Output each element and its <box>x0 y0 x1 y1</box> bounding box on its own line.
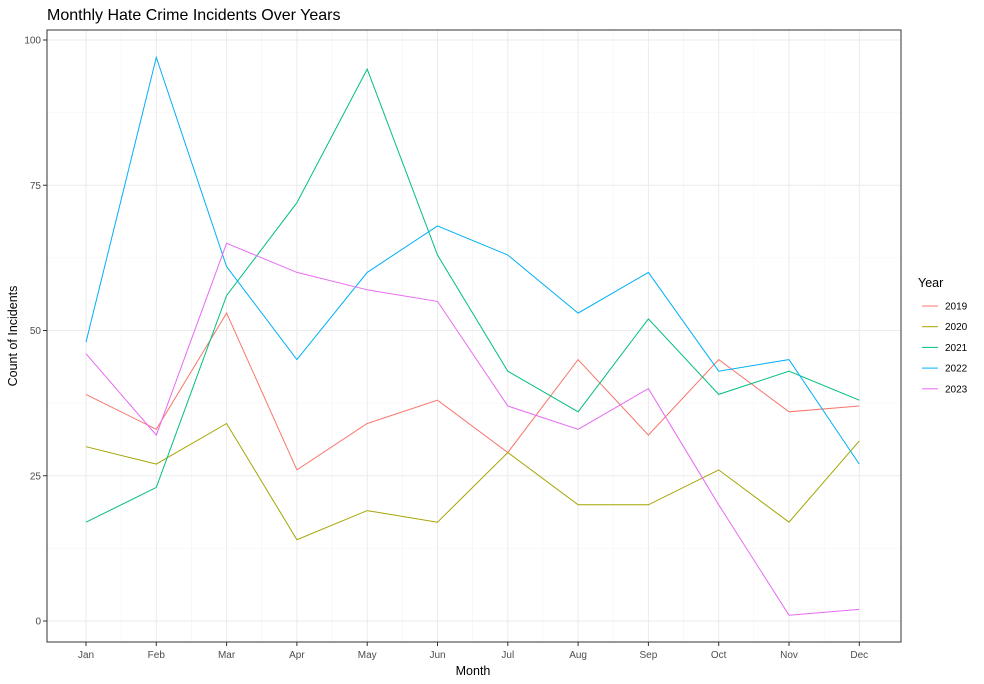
chart-title: Monthly Hate Crime Incidents Over Years <box>47 7 340 24</box>
plot-panel <box>46 29 902 643</box>
y-axis-title: Count of Incidents <box>6 286 20 387</box>
x-tick-label-mar: Mar <box>218 650 236 661</box>
x-tick-label-sep: Sep <box>640 650 658 661</box>
x-axis-title: Month <box>456 664 491 678</box>
y-tick-label-50: 50 <box>30 326 42 337</box>
legend-label-2020: 2020 <box>945 322 968 333</box>
x-tick-label-feb: Feb <box>148 650 166 661</box>
x-tick-label-jul: Jul <box>501 650 514 661</box>
y-tick-label-75: 75 <box>30 181 42 192</box>
legend-label-2022: 2022 <box>945 364 968 375</box>
legend-label-2023: 2023 <box>945 384 968 395</box>
y-tick-label-0: 0 <box>35 617 41 628</box>
series-line-2020 <box>85 422 860 541</box>
x-axis: Jan Feb Mar Apr May Jun Jul Aug Sep Oct Nov Dec <box>78 642 868 661</box>
x-tick-label-apr: Apr <box>289 650 305 661</box>
y-tick-label-25: 25 <box>30 471 42 482</box>
x-tick-label-nov: Nov <box>780 650 798 661</box>
legend-label-2019: 2019 <box>945 302 968 313</box>
series-line-2021 <box>85 67 860 523</box>
series-line-2022 <box>85 55 860 465</box>
grid <box>47 30 901 642</box>
x-tick-label-dec: Dec <box>850 650 868 661</box>
legend-title: Year <box>918 276 943 290</box>
x-tick-label-aug: Aug <box>569 650 587 661</box>
legend: Year 2019 2020 2021 2022 2023 <box>918 276 968 395</box>
x-tick-label-oct: Oct <box>711 650 727 661</box>
y-axis: 0 25 50 75 100 <box>24 36 47 628</box>
x-tick-label-jun: Jun <box>429 650 445 661</box>
series-line-2023 <box>85 242 860 616</box>
series-line-2019 <box>85 312 860 471</box>
x-tick-label-jan: Jan <box>78 650 94 661</box>
y-tick-label-100: 100 <box>24 36 41 47</box>
plot-border <box>46 29 902 643</box>
series-group <box>85 55 860 616</box>
legend-label-2021: 2021 <box>945 343 968 354</box>
x-tick-label-may: May <box>358 650 377 661</box>
